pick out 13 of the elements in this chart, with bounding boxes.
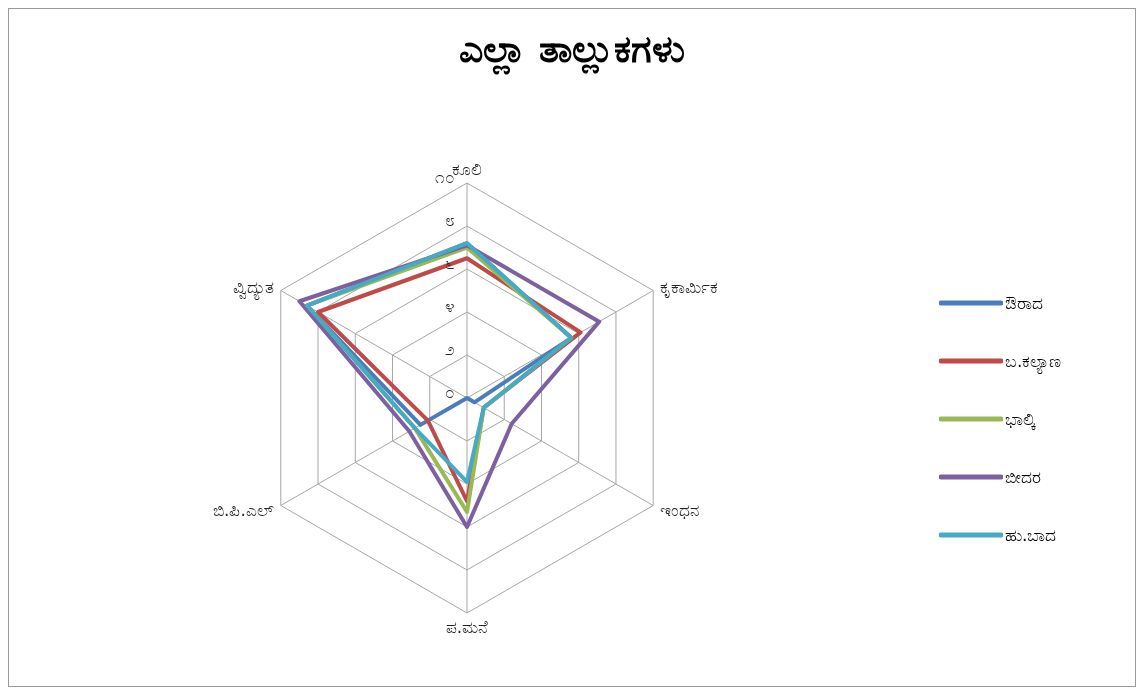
legend-label: ಹು.ಬಾದ: [1005, 525, 1057, 545]
spoke-label: ಕೃಕಾರ್ಮಿಕ: [660, 276, 719, 298]
spoke-label: ಪ.ಮನೆ: [445, 617, 489, 638]
y-tick-label: ೦: [445, 382, 455, 402]
y-tick-label: ೨: [445, 339, 455, 359]
y-tick-label: ೮: [445, 210, 455, 230]
spoke-label: ವ್ವಿದ್ಯುತ: [232, 276, 274, 300]
spoke-label: ಇಂಧನ: [660, 499, 700, 520]
legend-label: ಔರಾದ: [1005, 293, 1043, 313]
legend-label: ಭಾಲ್ಕಿ: [1005, 409, 1036, 429]
spoke-label: ಬಿ.ಪಿ.ಎಲ್: [213, 499, 274, 520]
y-tick-label: ೪: [445, 296, 455, 316]
legend-label: ಬೀದರ: [1005, 467, 1041, 487]
